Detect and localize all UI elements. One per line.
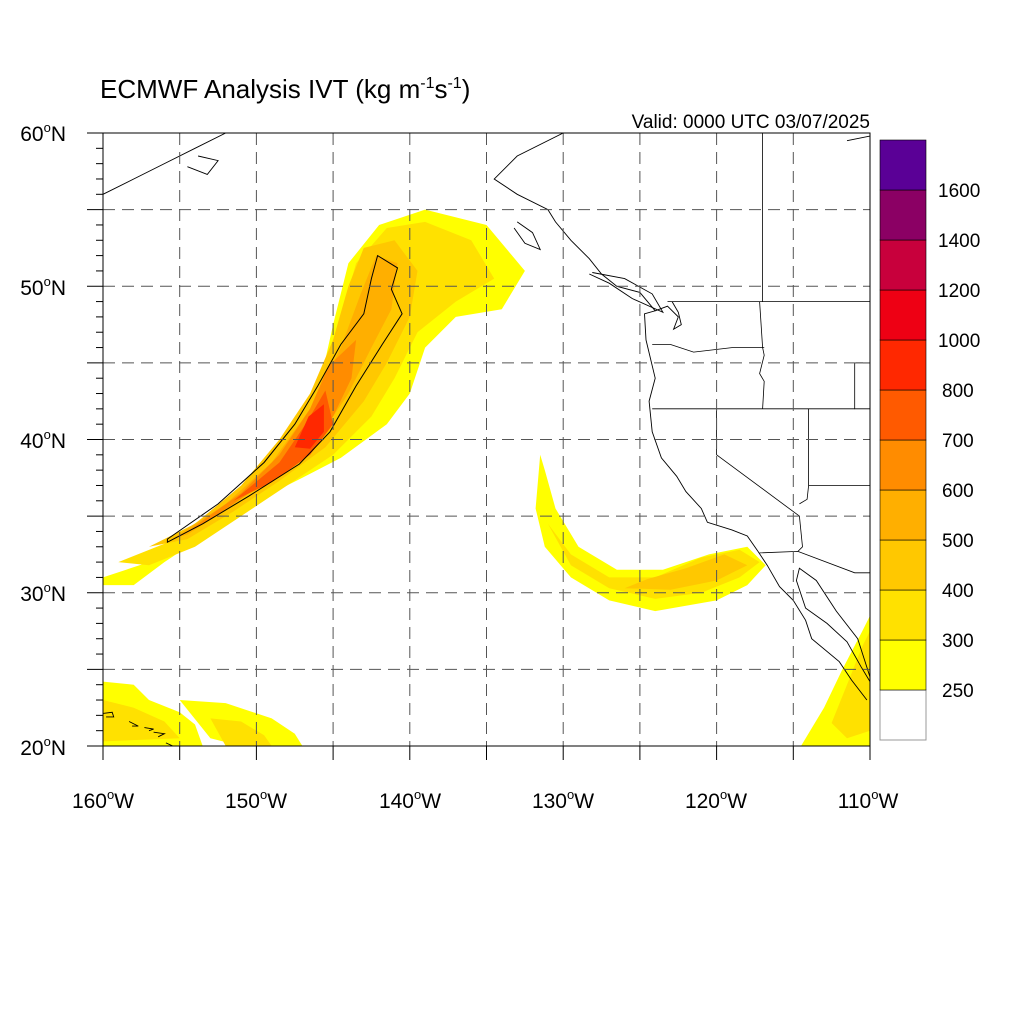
colorbar-label-500: 500	[942, 531, 974, 552]
colorbar-box-9	[879, 239, 927, 291]
coastline-12	[153, 731, 166, 738]
title-exp2: -1	[447, 75, 461, 92]
coastlines	[103, 133, 870, 746]
coastline-9	[103, 711, 115, 718]
chart-title: ECMWF Analysis IVT (kg m-1s-1)	[100, 74, 470, 104]
coastline-11	[144, 727, 154, 732]
longitude-labels: 160oW 150oW 140oW 130oW 120oW 110oW	[72, 787, 899, 813]
colorbar-box-8	[879, 289, 927, 341]
colorbar-label-600: 600	[942, 481, 974, 502]
colorbar-box-10	[879, 189, 927, 241]
colorbar-box-6	[879, 389, 927, 441]
colorbar-label-400: 400	[942, 581, 974, 602]
latitude-labels: 60oN 50oN 40oN 30oN 20oN	[20, 120, 66, 760]
colorbar-label-1200: 1200	[938, 281, 980, 302]
colorbar-label-1600: 1600	[938, 181, 980, 202]
lon-label-130w: 130oW	[532, 787, 594, 813]
colorbar-box-7	[879, 339, 927, 391]
lat-label-50: 50oN	[20, 274, 66, 300]
lat-label-60: 60oN	[20, 120, 66, 146]
coastline-10	[128, 721, 139, 727]
main-atmospheric-river-level-3	[172, 255, 398, 540]
colorbar-label-1000: 1000	[938, 331, 980, 352]
valid-time: Valid: 0000 UTC 03/07/2025	[632, 112, 870, 133]
title-mid: s	[434, 74, 447, 104]
lon-label-120w: 120oW	[685, 787, 747, 813]
coastline-13	[165, 742, 174, 746]
colorbar-box-11	[879, 139, 927, 191]
coastline-3	[589, 272, 664, 314]
colorbar-box-4	[879, 489, 927, 541]
lon-label-150w: 150oW	[225, 787, 287, 813]
axis-ticks	[87, 132, 871, 760]
colorbar-labels: 250 300 400 500 600 700 800 1000 1200 14…	[938, 181, 980, 702]
subtropical-arc-level-2	[624, 554, 748, 590]
colorbar-box-5	[879, 439, 927, 491]
colorbar-label-1400: 1400	[938, 231, 980, 252]
hawaii-patch-west-level-1	[103, 700, 180, 742]
main-atmospheric-river-level-5	[233, 390, 334, 501]
graticule	[103, 133, 870, 746]
hawaii-patch-east-level-1	[210, 718, 272, 746]
lat-label-20: 20oN	[20, 734, 66, 760]
ivt-shaded-fields	[103, 209, 870, 746]
colorbar-label-800: 800	[942, 381, 974, 402]
colorbar-label-300: 300	[942, 631, 974, 652]
lon-label-110w: 110oW	[838, 787, 899, 813]
coastline-2	[655, 301, 682, 331]
colorbar-box-2	[879, 589, 927, 641]
coastline-5	[103, 133, 226, 195]
colorbar-box-0	[879, 689, 927, 741]
colorbar-box-1	[879, 639, 927, 691]
border-6	[799, 408, 809, 505]
colorbar-box-3	[879, 539, 927, 591]
title-end: )	[462, 74, 471, 104]
coastline-6	[187, 155, 219, 175]
border-8	[854, 362, 870, 410]
main-atmospheric-river-level-4	[187, 339, 357, 532]
gulf-of-california-band-level-1	[831, 631, 870, 739]
coastline-4	[513, 221, 542, 251]
main-atmospheric-river-level-2	[149, 240, 418, 547]
contour-250-line	[166, 254, 403, 544]
main-atmospheric-river-level-6	[294, 404, 324, 449]
coastline-1	[795, 567, 870, 682]
title-exp1: -1	[420, 75, 434, 92]
lon-label-160w: 160oW	[72, 787, 134, 813]
colorbar	[879, 139, 927, 741]
colorbar-label-700: 700	[942, 431, 974, 452]
lat-label-30: 30oN	[20, 580, 66, 606]
coastline-0	[493, 133, 868, 701]
border-2	[759, 301, 765, 409]
coastline-8	[846, 135, 870, 142]
title-main: ECMWF Analysis IVT (kg m	[100, 74, 420, 104]
lat-label-40: 40oN	[20, 427, 66, 453]
border-10	[759, 550, 870, 574]
border-3	[652, 344, 765, 353]
lon-label-140w: 140oW	[379, 787, 441, 813]
ivt-250-contour	[166, 254, 403, 544]
colorbar-label-250: 250	[942, 681, 974, 702]
